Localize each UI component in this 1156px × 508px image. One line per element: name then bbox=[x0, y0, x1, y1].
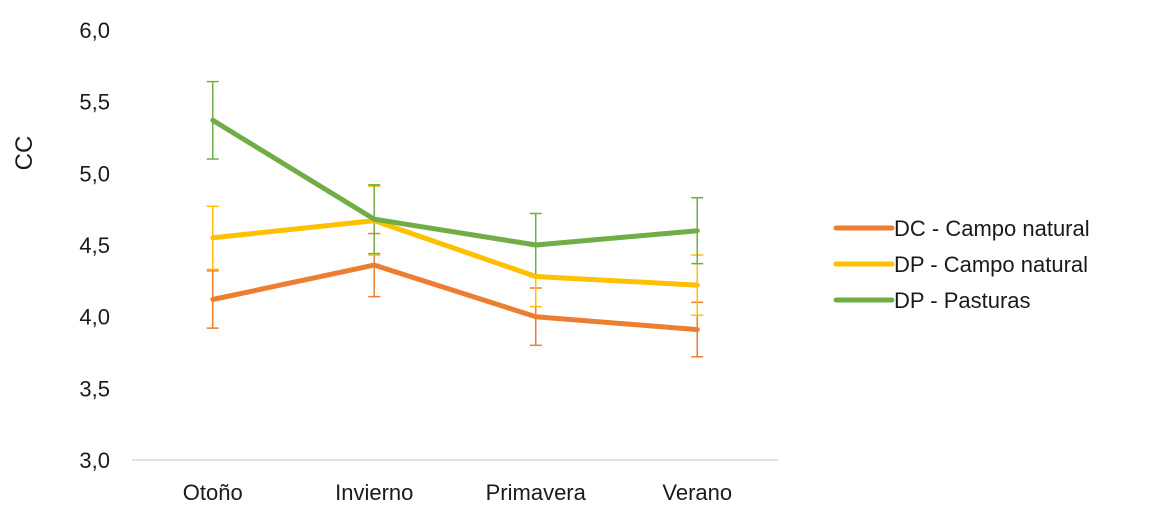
y-tick-label: 5,0 bbox=[79, 161, 110, 186]
legend-item: DC - Campo natural bbox=[833, 216, 1090, 241]
series-line bbox=[210, 218, 700, 288]
x-axis: Otoño Invierno Primavera Verano bbox=[183, 480, 732, 505]
x-tick-label: Verano bbox=[662, 480, 732, 505]
series-lines bbox=[210, 117, 700, 333]
error-bars bbox=[206, 80, 704, 358]
legend-item: DP - Campo natural bbox=[833, 252, 1088, 277]
legend: DC - Campo natural DP - Campo natural DP -… bbox=[833, 216, 1090, 313]
y-tick-label: 3,5 bbox=[79, 376, 110, 401]
y-tick-label: 5,5 bbox=[79, 90, 110, 115]
y-axis-title: CC bbox=[11, 136, 38, 171]
x-tick-label: Invierno bbox=[335, 480, 413, 505]
y-tick-label: 6,0 bbox=[79, 18, 110, 43]
series-line bbox=[210, 262, 700, 333]
legend-label: DP - Campo natural bbox=[894, 252, 1088, 277]
x-tick-label: Primavera bbox=[486, 480, 587, 505]
x-tick-label: Otoño bbox=[183, 480, 243, 505]
y-tick-label: 4,5 bbox=[79, 233, 110, 258]
series-line bbox=[210, 117, 700, 248]
legend-label: DC - Campo natural bbox=[894, 216, 1090, 241]
y-tick-label: 3,0 bbox=[79, 448, 110, 473]
legend-item: DP - Pasturas bbox=[833, 288, 1031, 313]
y-tick-label: 4,0 bbox=[79, 305, 110, 330]
legend-label: DP - Pasturas bbox=[894, 288, 1031, 313]
y-axis: 3,0 3,5 4,0 4,5 5,0 5,5 6,0 bbox=[79, 18, 110, 473]
